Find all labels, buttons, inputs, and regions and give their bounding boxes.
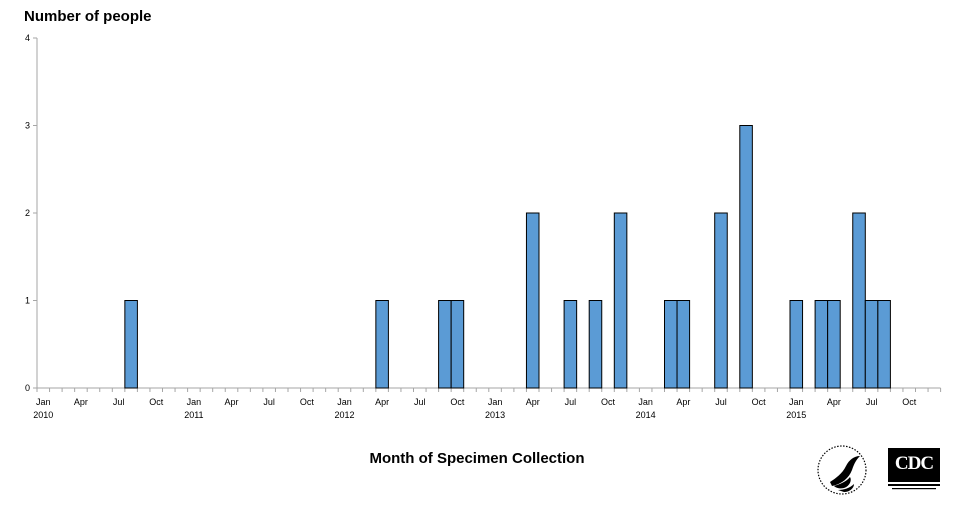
hhs-seal-logo: [817, 445, 867, 495]
x-tick-label: Jan: [638, 397, 653, 407]
x-tick-label: Oct: [450, 397, 465, 407]
x-tick-label: Apr: [526, 397, 540, 407]
y-tick-label: 2: [25, 208, 30, 218]
x-year-label: 2012: [334, 410, 354, 420]
bar: [375, 300, 389, 389]
x-year-label: 2011: [184, 410, 203, 420]
y-tick-label: 0: [25, 383, 30, 393]
x-tick-label: Apr: [375, 397, 389, 407]
x-year-label: 2014: [636, 410, 656, 420]
bar: [877, 300, 891, 389]
x-year-label: 2010: [33, 410, 53, 420]
x-tick-label: Oct: [752, 397, 767, 407]
x-tick-label: Jul: [715, 397, 727, 407]
bar: [613, 212, 628, 389]
x-tick-label: Jan: [36, 397, 51, 407]
y-tick-label: 4: [25, 33, 30, 43]
logo-group: CDC: [816, 444, 946, 496]
x-year-label: 2013: [485, 410, 505, 420]
cdc-logo: [888, 448, 940, 490]
bar: [438, 300, 452, 389]
bar: [789, 300, 804, 389]
bar: [827, 300, 841, 389]
y-axis-title: Number of people: [24, 8, 152, 25]
bar: [676, 300, 691, 389]
bar: [714, 212, 728, 389]
bar: [739, 125, 753, 389]
x-tick-label: Oct: [300, 397, 315, 407]
x-tick-label: Apr: [827, 397, 841, 407]
x-tick-label: Jul: [866, 397, 878, 407]
cdc-logo-text: CDC: [894, 453, 934, 474]
x-year-label: 2015: [786, 410, 806, 420]
x-tick-label: Jan: [789, 397, 804, 407]
x-axis-title: Month of Specimen Collection: [369, 450, 585, 467]
bar: [864, 300, 879, 389]
x-tick-label: Apr: [676, 397, 690, 407]
x-tick-label: Jul: [113, 397, 125, 407]
y-tick-label: 3: [25, 121, 30, 131]
x-tick-label: Jan: [488, 397, 503, 407]
x-tick-label: Jul: [263, 397, 275, 407]
x-tick-label: Jul: [414, 397, 426, 407]
bar: [852, 212, 866, 389]
bar: [124, 300, 138, 389]
x-tick-label: Jul: [565, 397, 577, 407]
x-tick-label: Jan: [337, 397, 352, 407]
bar: [450, 300, 465, 389]
x-tick-label: Oct: [902, 397, 917, 407]
x-tick-label: Apr: [74, 397, 88, 407]
x-tick-label: Apr: [225, 397, 239, 407]
bar: [563, 300, 578, 389]
bar: [588, 300, 603, 389]
bar: [525, 212, 540, 389]
x-tick-label: Jan: [187, 397, 202, 407]
y-tick-label: 1: [25, 296, 30, 306]
x-tick-label: Oct: [149, 397, 164, 407]
bar: [664, 300, 678, 389]
x-tick-label: Oct: [601, 397, 616, 407]
bar: [814, 300, 829, 389]
